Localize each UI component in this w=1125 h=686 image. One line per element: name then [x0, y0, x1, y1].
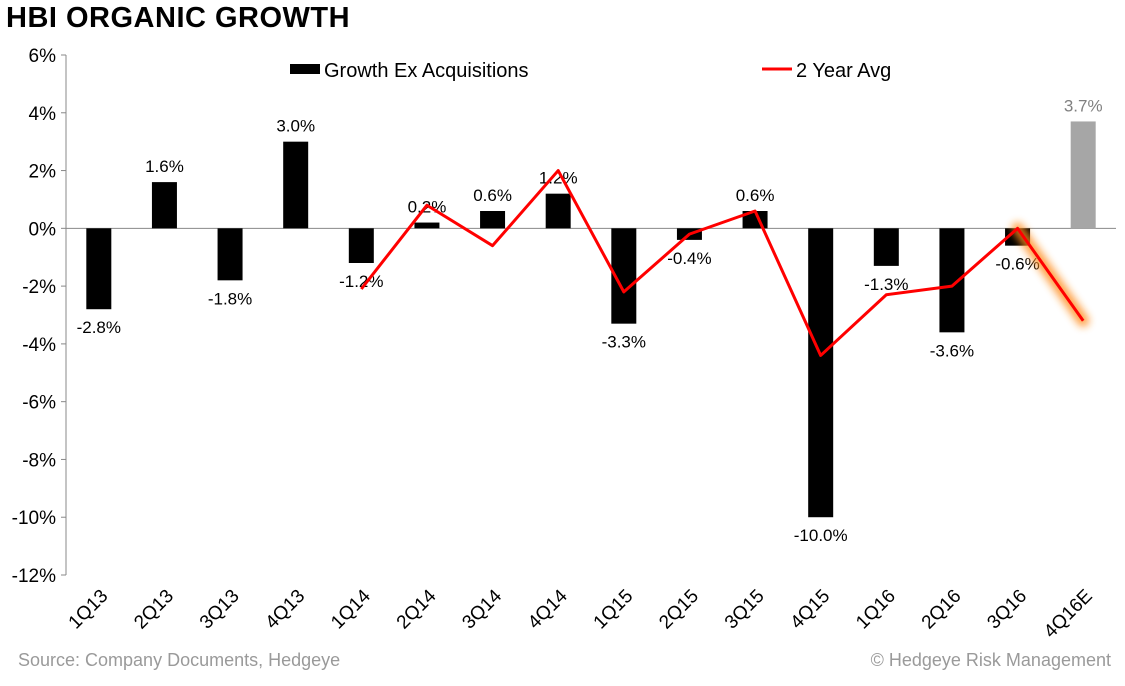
- data-label: -10.0%: [794, 526, 848, 545]
- bar-4Q14: [545, 193, 571, 229]
- bar-3Q13: [217, 228, 243, 281]
- bar-3Q14: [480, 211, 506, 229]
- x-tick-label: 1Q13: [65, 586, 113, 634]
- legend-label-bars: Growth Ex Acquisitions: [324, 60, 529, 82]
- x-tick-label: 2Q13: [130, 586, 178, 634]
- chart-title: HBI ORGANIC GROWTH: [6, 2, 351, 34]
- x-tick-label: 4Q16E: [1040, 586, 1097, 643]
- legend-label-line: 2 Year Avg: [796, 60, 891, 82]
- y-tick-label: -6%: [22, 393, 56, 414]
- data-label: -1.3%: [864, 275, 908, 294]
- data-label: 0.6%: [736, 186, 775, 205]
- x-tick-label: 2Q14: [393, 585, 441, 633]
- bar-4Q13: [283, 141, 309, 229]
- x-tick-label: 1Q14: [327, 585, 375, 633]
- x-tick-label: 3Q15: [721, 586, 769, 634]
- data-label: 0.6%: [473, 186, 512, 205]
- y-tick-label: 4%: [29, 104, 57, 125]
- y-tick-label: -12%: [12, 566, 56, 587]
- data-label: 3.7%: [1064, 96, 1103, 115]
- legend-swatch-bars: [290, 64, 320, 74]
- data-label: 1.6%: [145, 157, 184, 176]
- copyright-note: © Hedgeye Risk Management: [870, 650, 1111, 670]
- bar-4Q16E: [1070, 121, 1096, 229]
- data-label: -3.6%: [930, 341, 974, 360]
- data-label: -2.8%: [77, 318, 121, 337]
- data-label: -3.3%: [602, 333, 646, 352]
- y-tick-label: 0%: [29, 219, 57, 240]
- x-tick-label: 2Q15: [655, 586, 703, 634]
- x-tick-label: 4Q14: [524, 585, 572, 633]
- x-tick-label: 1Q15: [590, 586, 638, 634]
- x-tick-label: 3Q16: [983, 586, 1031, 634]
- source-note: Source: Company Documents, Hedgeye: [18, 650, 341, 670]
- y-tick-label: -4%: [22, 335, 56, 356]
- y-tick-label: 6%: [29, 46, 57, 67]
- x-tick-label: 3Q14: [458, 585, 506, 633]
- bar-4Q15: [808, 228, 834, 518]
- x-tick-label: 4Q13: [262, 586, 310, 634]
- bar-1Q14: [348, 228, 374, 263]
- bar-1Q16: [873, 228, 899, 266]
- y-tick-label: 2%: [29, 162, 57, 183]
- bar-2Q13: [151, 182, 177, 229]
- data-label: -0.4%: [667, 249, 711, 268]
- bar-2Q14: [414, 222, 440, 229]
- x-tick-label: 3Q13: [196, 586, 244, 634]
- bar-1Q13: [86, 228, 112, 310]
- y-tick-label: -2%: [22, 277, 56, 298]
- data-label: 3.0%: [276, 117, 315, 136]
- x-tick-label: 2Q16: [918, 586, 966, 634]
- data-label: -1.8%: [208, 289, 252, 308]
- y-tick-label: -10%: [12, 508, 56, 529]
- y-tick-label: -8%: [22, 450, 56, 471]
- x-tick-label: 4Q15: [787, 586, 835, 634]
- data-label: -0.6%: [995, 255, 1039, 274]
- two-year-avg-line: [360, 169, 1085, 357]
- x-tick-label: 1Q16: [852, 586, 900, 634]
